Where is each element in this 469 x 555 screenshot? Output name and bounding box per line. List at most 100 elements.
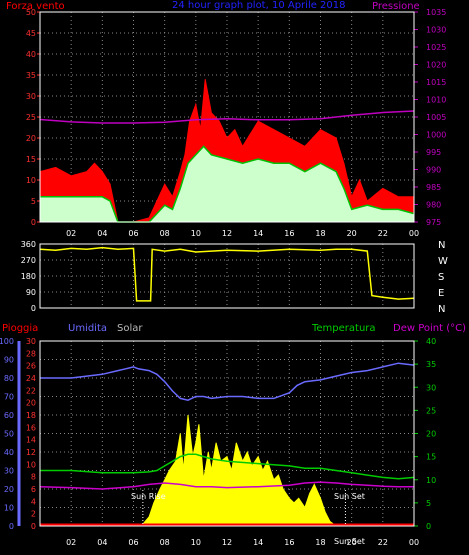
temp-tick-label: 20 <box>426 430 436 439</box>
rain-tick-label: 26 <box>26 362 36 371</box>
x-tick-label: 14 <box>253 229 263 238</box>
x-tick-label: 04 <box>97 538 107 547</box>
temp-tick-label: 35 <box>426 360 436 369</box>
wind-tick-label: 20 <box>26 134 36 143</box>
pressure-tick-label: 995 <box>426 148 441 157</box>
rain-tick-label: 12 <box>26 448 36 457</box>
humidity-tick-label: 0 <box>9 522 14 531</box>
pressure-tick-label: 975 <box>426 218 441 227</box>
pressure-line <box>39 110 415 124</box>
chart-title: 24 hour graph plot, 10 Aprile 2018 <box>172 0 346 11</box>
wind-tick-label: 30 <box>26 92 36 101</box>
direction-tick-label: 270 <box>21 256 36 265</box>
x-tick-label: 10 <box>191 229 201 238</box>
x-tick-label: 10 <box>191 538 201 547</box>
rain-tick-label: 6 <box>31 485 36 494</box>
direction-marks <box>39 246 415 302</box>
rain-tick-label: 22 <box>26 386 36 395</box>
rain-tick-label: 4 <box>31 497 36 506</box>
climate-marks <box>39 362 415 527</box>
pressure-tick-label: 1030 <box>426 26 446 35</box>
rain-tick-label: 28 <box>26 349 36 358</box>
x-tick-label: 12 <box>222 538 232 547</box>
temp-tick-label: 15 <box>426 453 436 462</box>
pressure-tick-label: 1005 <box>426 113 446 122</box>
wind-marks <box>39 79 415 223</box>
x-tick-label: 00 <box>409 538 419 547</box>
dewpoint-line <box>39 481 414 490</box>
humidity-line <box>40 362 415 401</box>
direction-line <box>39 246 415 302</box>
wind-tick-label: 15 <box>26 155 36 164</box>
rain-tick-label: 0 <box>31 522 36 531</box>
rain-tick-label: 10 <box>26 460 36 469</box>
temp-tick-label: 0 <box>426 522 431 531</box>
direction-tick-label: 180 <box>21 272 36 281</box>
direction-frame <box>39 243 415 309</box>
x-tick-label: 20 <box>347 229 357 238</box>
x-tick-label: 18 <box>315 229 325 238</box>
climate-chart: Pioggia Umidita Solar Temperatura Dew Po… <box>0 323 466 547</box>
pressure-tick-label: 980 <box>426 201 441 210</box>
x-tick-label: 22 <box>378 229 388 238</box>
rain-tick-label: 16 <box>26 423 36 432</box>
humidity-tick-label: 40 <box>4 448 14 457</box>
humidity-tick-label: 70 <box>4 393 14 402</box>
rain-axis-title: Pioggia <box>2 323 38 334</box>
compass-label: N <box>438 240 445 251</box>
humidity-axis-title: Umidita <box>68 323 107 334</box>
wind-tick-label: 10 <box>26 176 36 185</box>
x-tick-label: 02 <box>66 229 76 238</box>
wind-tick-label: 45 <box>26 29 36 38</box>
pressure-tick-label: 1000 <box>426 131 446 140</box>
solar-area <box>140 414 338 527</box>
rain-tick-label: 14 <box>26 436 36 445</box>
x-tick-label: 22 <box>378 538 388 547</box>
pressure-tick-label: 1010 <box>426 96 446 105</box>
temperature-line <box>40 453 415 480</box>
rain-tick-label: 30 <box>26 337 36 346</box>
x-tick-label: 02 <box>66 538 76 547</box>
rain-tick-label: 18 <box>26 411 36 420</box>
compass-label: N <box>438 304 445 315</box>
wind-tick-label: 35 <box>26 71 36 80</box>
rain-tick-label: 2 <box>31 510 36 519</box>
x-tick-label: 00 <box>409 229 419 238</box>
temp-tick-label: 30 <box>426 383 436 392</box>
dewpoint-axis-title: Dew Point (°C) <box>393 323 466 334</box>
compass-label: W <box>438 256 448 267</box>
humidity-tick-label: 100 <box>0 337 14 346</box>
wind-axis-title: Forza vento <box>6 1 65 12</box>
x-tick-label: 16 <box>284 538 294 547</box>
temp-tick-label: 40 <box>426 337 436 346</box>
humidity-tick-label: 10 <box>4 504 14 513</box>
x-tick-label: 14 <box>253 538 263 547</box>
pressure-tick-label: 1015 <box>426 78 446 87</box>
direction-axes: 0 N 90 E 180 S 270 W 360 N <box>21 240 448 315</box>
solar-axis-title: Solar <box>117 323 143 334</box>
wind-avg-line <box>40 145 415 223</box>
x-tick-label: 04 <box>97 229 107 238</box>
pressure-tick-label: 985 <box>426 183 441 192</box>
temp-tick-label: 25 <box>426 406 436 415</box>
x-tick-label: 08 <box>160 229 170 238</box>
direction-tick-label: 360 <box>21 240 36 249</box>
humidity-tick-label: 20 <box>4 485 14 494</box>
sunset-bottom-label: Sun Set <box>334 537 365 546</box>
humidity-tick-label: 60 <box>4 411 14 420</box>
compass-label: E <box>438 288 444 299</box>
humidity-tick-label: 80 <box>4 374 14 383</box>
direction-tick-label: 90 <box>26 288 36 297</box>
sunset-label: Sun Set <box>334 492 365 501</box>
wind-tick-label: 40 <box>26 50 36 59</box>
rain-tick-label: 24 <box>26 374 36 383</box>
pressure-axis-title: Pressione <box>372 1 420 12</box>
rain-tick-label: 20 <box>26 399 36 408</box>
temp-tick-label: 5 <box>426 499 431 508</box>
wind-tick-label: 50 <box>26 8 36 17</box>
rain-tick-label: 8 <box>31 473 36 482</box>
compass-label: S <box>438 272 444 283</box>
climate-frame <box>39 340 415 527</box>
x-tick-label: 06 <box>128 538 138 547</box>
wind-tick-label: 0 <box>31 218 36 227</box>
